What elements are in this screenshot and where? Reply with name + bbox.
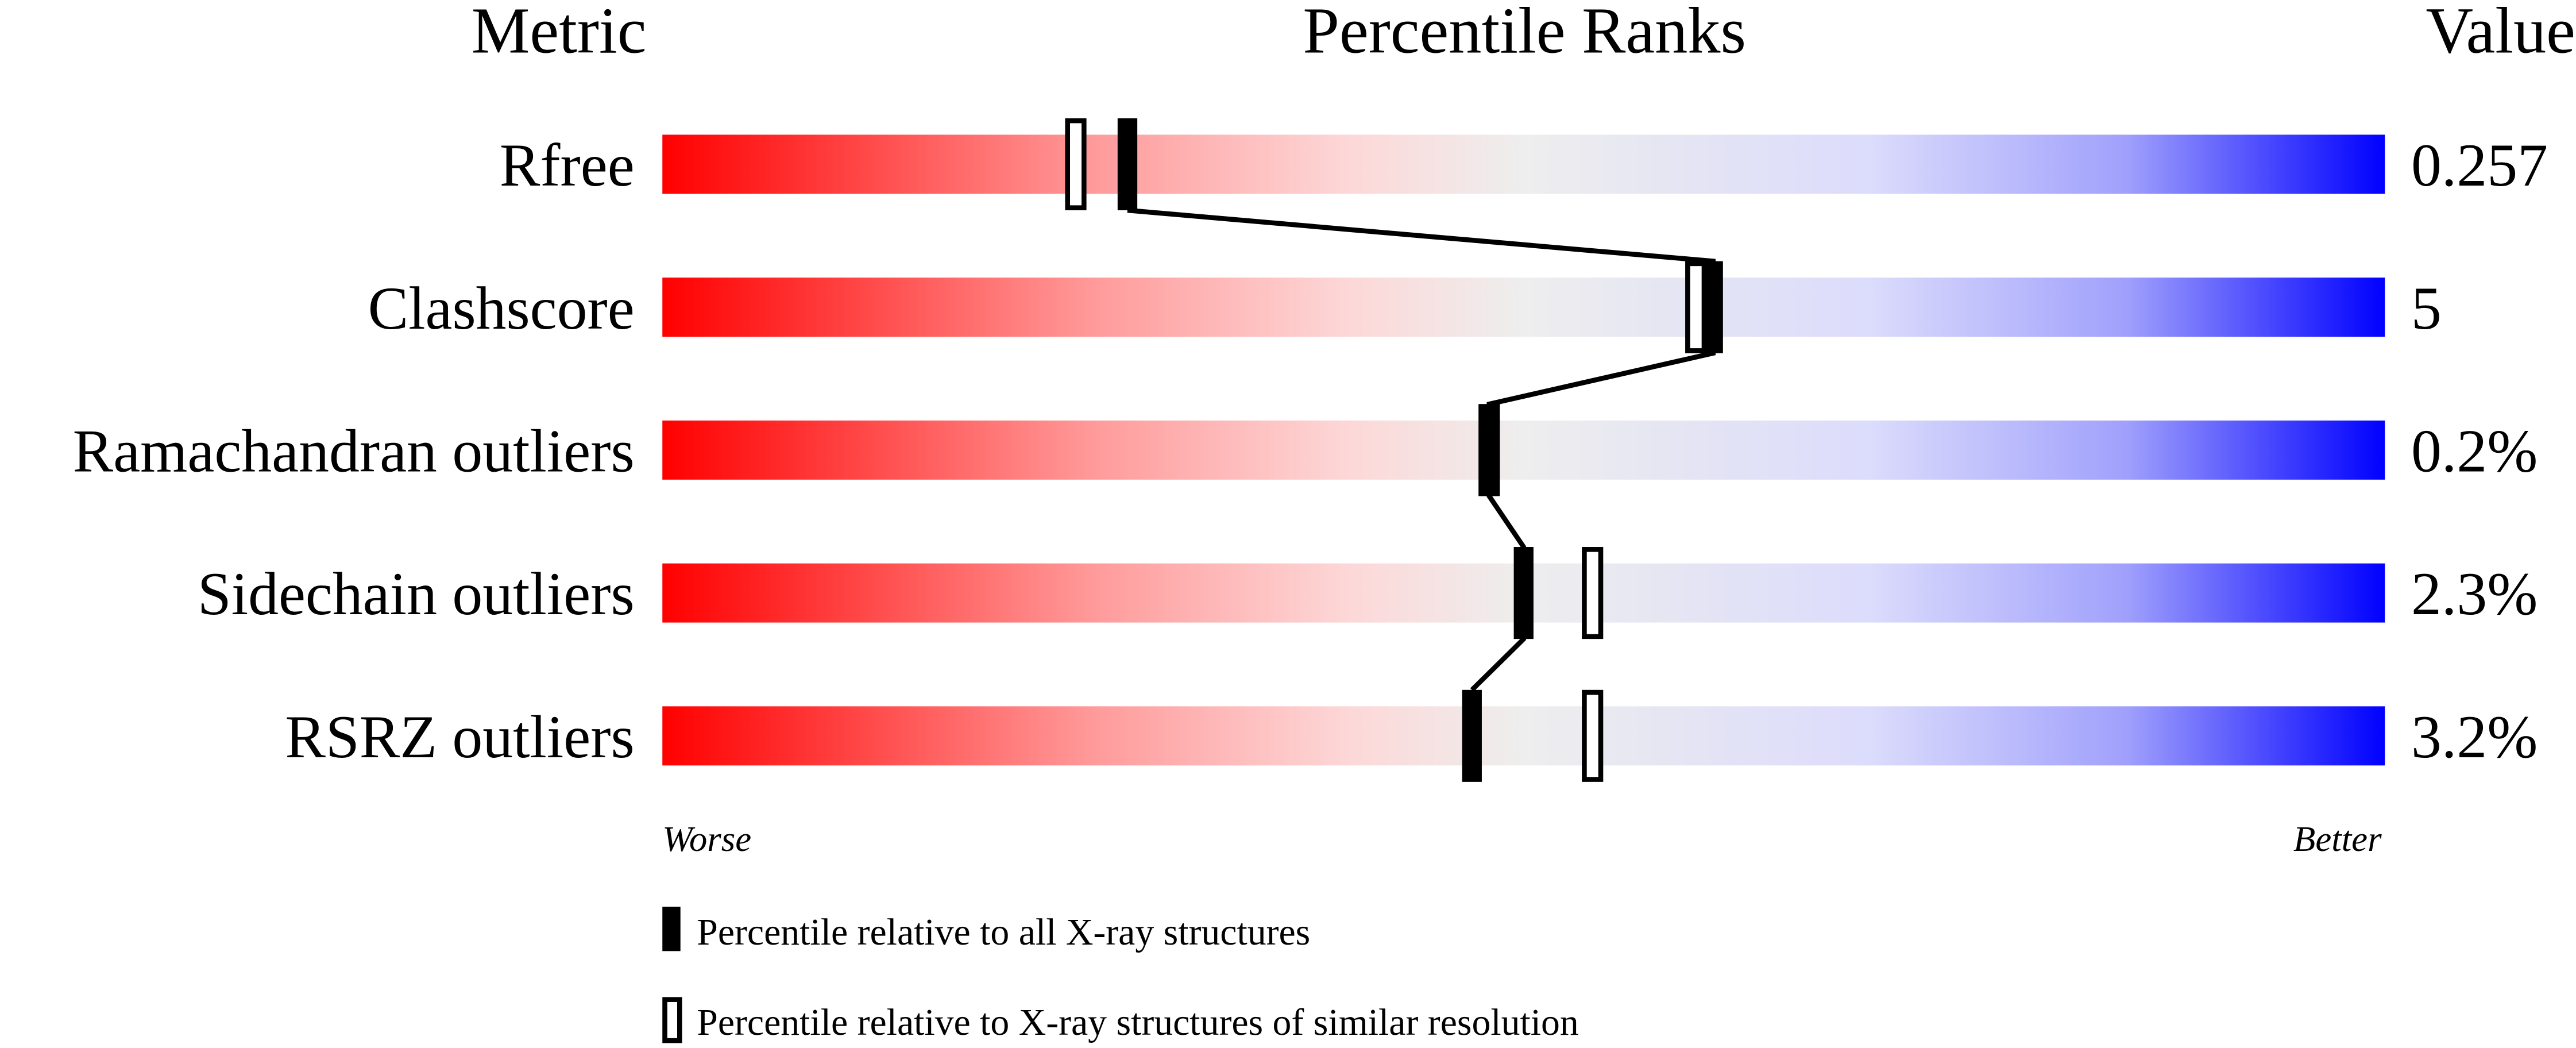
marker-similar-resolution <box>1685 261 1707 353</box>
metric-value: 0.2% <box>2411 418 2538 485</box>
gradient-bar <box>662 278 2385 337</box>
metric-value: 2.3% <box>2411 560 2538 627</box>
legend-open-marker <box>662 997 682 1043</box>
marker-all-structures <box>1513 547 1534 639</box>
metric-label: Clashscore <box>368 275 635 342</box>
marker-all-structures <box>1703 261 1723 353</box>
marker-similar-resolution <box>1582 547 1604 639</box>
marker-similar-resolution <box>1582 689 1604 782</box>
legend-open-label: Percentile relative to X-ray structures … <box>697 1001 1578 1043</box>
gradient-bar <box>662 134 2385 194</box>
legend-filled-marker <box>662 907 681 951</box>
header-metric: Metric <box>472 0 647 67</box>
marker-all-structures <box>1479 404 1499 496</box>
metric-label: Sidechain outliers <box>198 560 635 627</box>
gradient-bar <box>662 420 2385 480</box>
metric-value: 5 <box>2411 275 2442 342</box>
marker-all-structures <box>1462 689 1482 782</box>
metric-value: 0.257 <box>2411 132 2548 199</box>
gradient-bar <box>662 706 2385 766</box>
marker-similar-resolution <box>1065 118 1087 210</box>
legend-filled-label: Percentile relative to all X-ray structu… <box>697 911 1310 953</box>
metric-label: RSRZ outliers <box>285 703 634 770</box>
marker-all-structures <box>1117 118 1138 210</box>
metric-value: 3.2% <box>2411 703 2538 770</box>
metric-label: Rfree <box>500 132 635 199</box>
axis-label-better: Better <box>2293 819 2382 859</box>
header-percentile-ranks: Percentile Ranks <box>1303 0 1746 67</box>
metric-label: Ramachandran outliers <box>73 418 635 485</box>
axis-label-worse: Worse <box>662 819 751 859</box>
header-value: Value <box>2426 0 2575 67</box>
